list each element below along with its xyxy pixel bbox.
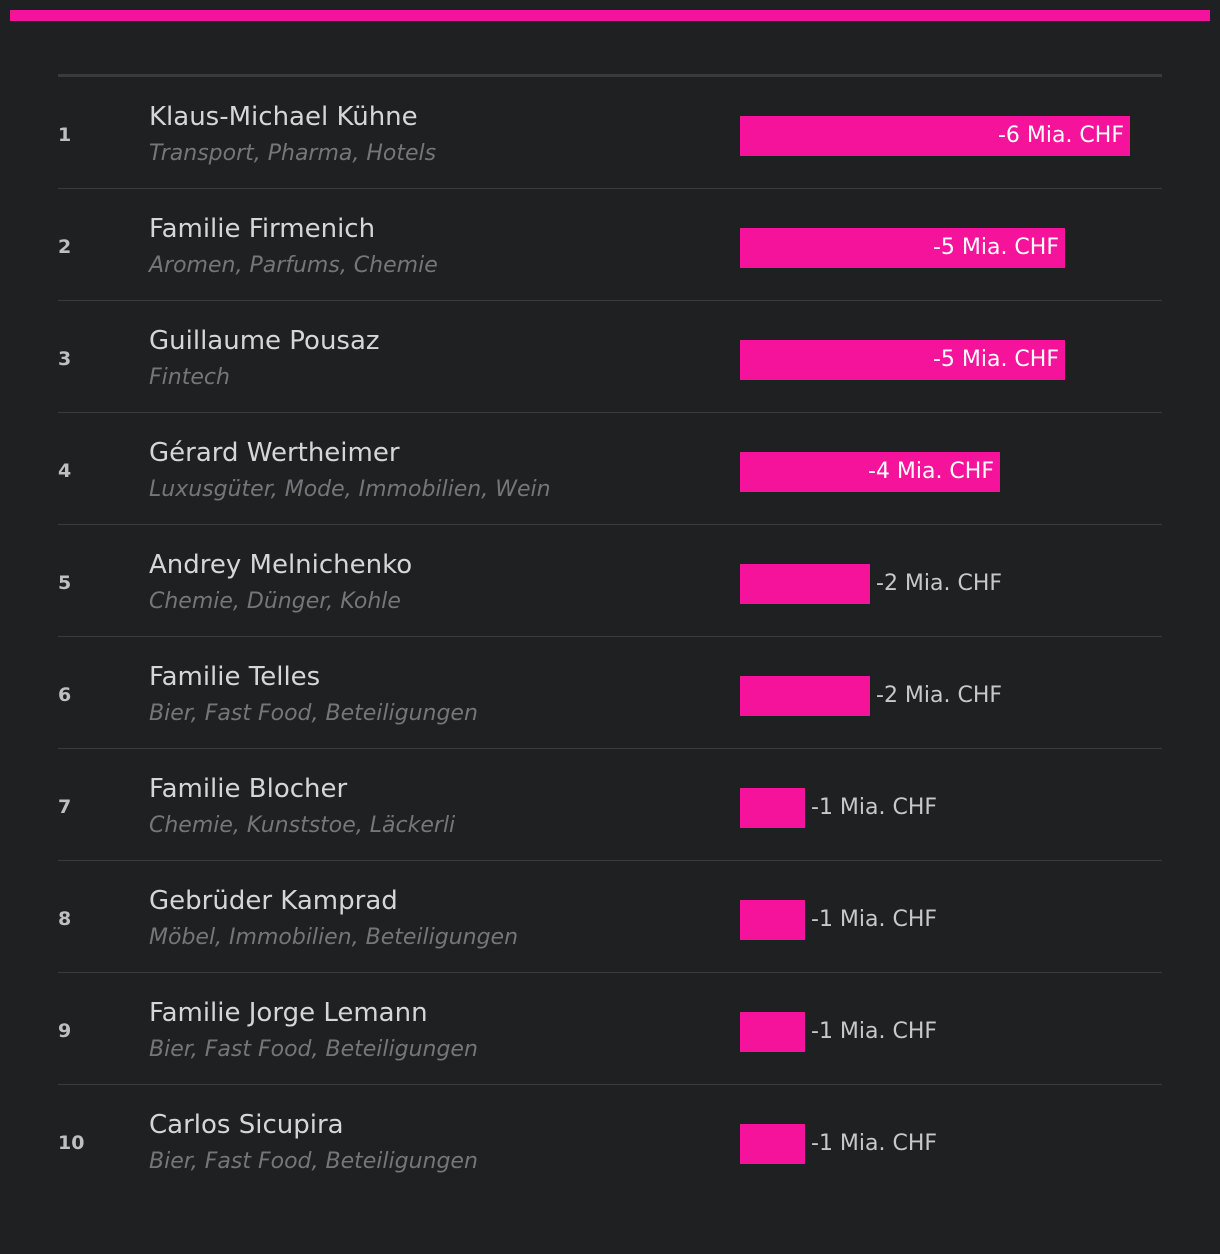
table-row: 5 Andrey Melnichenko Chemie, Dünger, Kohle… <box>58 525 1162 637</box>
rank-number: 7 <box>58 796 72 818</box>
table-row: 9 Familie Jorge Lemann Bier, Fast Food, Be… <box>58 973 1162 1085</box>
bar-area: -1 Mia. CHF <box>740 900 1140 940</box>
person-name: Carlos Sicupira <box>149 1110 344 1140</box>
table-row: 7 Familie Blocher Chemie, Kunststoe, Läcke… <box>58 749 1162 861</box>
value-bar <box>740 116 1130 156</box>
ranking-table: 1 Klaus-Michael Kühne Transport, Pharma, H… <box>58 74 1162 1196</box>
bar-area: -2 Mia. CHF <box>740 676 1140 716</box>
person-name: Klaus-Michael Kühne <box>149 102 418 132</box>
value-label: -1 Mia. CHF <box>811 1131 938 1156</box>
value-label: -1 Mia. CHF <box>811 795 938 820</box>
sector-text: Fintech <box>149 365 230 390</box>
bar-area: -1 Mia. CHF <box>740 788 1140 828</box>
sector-text: Chemie, Kunststoe, Läckerli <box>149 813 456 838</box>
rank-number: 2 <box>58 236 72 258</box>
rank-number: 8 <box>58 908 72 930</box>
table-row: 2 Familie Firmenich Aromen, Parfums, Chemi… <box>58 189 1162 301</box>
sector-text: Chemie, Dünger, Kohle <box>149 589 401 614</box>
sector-text: Bier, Fast Food, Beteiligungen <box>149 1037 478 1062</box>
rank-number: 3 <box>58 348 72 370</box>
rank-number: 4 <box>58 460 72 482</box>
bar-area: -5 Mia. CHF <box>740 228 1140 268</box>
value-bar <box>740 788 805 828</box>
table-row: 10 Carlos Sicupira Bier, Fast Food, Beteil… <box>58 1085 1162 1196</box>
value-label: -6 Mia. CHF <box>997 123 1124 148</box>
sector-text: Bier, Fast Food, Beteiligungen <box>149 701 478 726</box>
sector-text: Möbel, Immobilien, Beteiligungen <box>149 925 519 950</box>
value-bar <box>740 564 870 604</box>
bar-area: -2 Mia. CHF <box>740 564 1140 604</box>
person-name: Familie Telles <box>149 662 321 692</box>
rank-number: 9 <box>58 1020 72 1042</box>
rank-number: 5 <box>58 572 72 594</box>
value-label: -1 Mia. CHF <box>811 1019 938 1044</box>
sector-text: Aromen, Parfums, Chemie <box>149 253 438 278</box>
rank-number: 1 <box>58 124 72 146</box>
table-row: 4 Gérard Wertheimer Luxusgüter, Mode, Immo… <box>58 413 1162 525</box>
rank-number: 10 <box>58 1132 85 1154</box>
person-name: Guillaume Pousaz <box>149 326 380 356</box>
value-bar <box>740 452 1000 492</box>
sector-text: Luxusgüter, Mode, Immobilien, Wein <box>149 477 551 502</box>
table-row: 6 Familie Telles Bier, Fast Food, Beteilig… <box>58 637 1162 749</box>
value-label: -5 Mia. CHF <box>932 347 1059 372</box>
table-row: 3 Guillaume Pousaz Fintech -5 Mia. CHF <box>58 301 1162 413</box>
value-label: -2 Mia. CHF <box>876 683 1003 708</box>
bar-area: -1 Mia. CHF <box>740 1012 1140 1052</box>
value-label: -2 Mia. CHF <box>876 571 1003 596</box>
value-bar <box>740 1124 805 1164</box>
value-bar <box>740 900 805 940</box>
value-bar <box>740 676 870 716</box>
person-name: Andrey Melnichenko <box>149 550 413 580</box>
person-name: Gérard Wertheimer <box>149 438 400 468</box>
bar-area: -4 Mia. CHF <box>740 452 1140 492</box>
sector-text: Bier, Fast Food, Beteiligungen <box>149 1149 478 1174</box>
table-row: 8 Gebrüder Kamprad Möbel, Immobilien, Bete… <box>58 861 1162 973</box>
value-bar <box>740 228 1065 268</box>
person-name: Familie Blocher <box>149 774 348 804</box>
table-row: 1 Klaus-Michael Kühne Transport, Pharma, H… <box>58 77 1162 189</box>
person-name: Familie Jorge Lemann <box>149 998 428 1028</box>
bar-area: -1 Mia. CHF <box>740 1124 1140 1164</box>
bar-area: -6 Mia. CHF <box>740 116 1140 156</box>
bar-area: -5 Mia. CHF <box>740 340 1140 380</box>
value-label: -4 Mia. CHF <box>867 459 994 484</box>
rank-number: 6 <box>58 684 72 706</box>
person-name: Familie Firmenich <box>149 214 376 244</box>
value-bar <box>740 340 1065 380</box>
person-name: Gebrüder Kamprad <box>149 886 398 916</box>
top-accent-bar <box>10 10 1210 21</box>
value-label: -5 Mia. CHF <box>932 235 1059 260</box>
value-bar <box>740 1012 805 1052</box>
sector-text: Transport, Pharma, Hotels <box>149 141 437 166</box>
value-label: -1 Mia. CHF <box>811 907 938 932</box>
